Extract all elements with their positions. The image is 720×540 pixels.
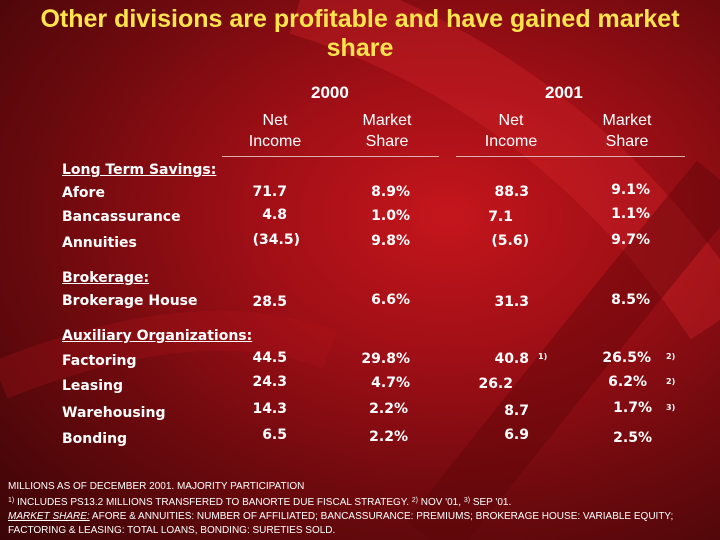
footnote-label: MARKET SHARE: <box>8 511 90 522</box>
footnotes: MILLIONS AS OF DECEMBER 2001. MAJORITY P… <box>8 480 716 538</box>
footnote-marker: 1) <box>8 497 15 504</box>
cell-ni-2001: 88.3 <box>494 184 529 200</box>
footnote-text: INCLUDES PS13.2 MILLIONS TRANSFERED TO B… <box>14 497 412 508</box>
header-divider-2001 <box>456 156 685 157</box>
row-label-bonding: Bonding <box>62 431 128 447</box>
cell-ni-2001: 6.9 <box>504 427 529 443</box>
footnote-marker: 1) <box>538 352 548 361</box>
year-2000-header: 2000 <box>311 83 349 102</box>
section-brokerage: Brokerage: <box>62 270 150 286</box>
footnote-marker: 3) <box>666 403 676 412</box>
header-line: Share <box>365 133 409 150</box>
header-line: Net <box>498 112 524 129</box>
cell-ms-2000: 9.8% <box>371 233 410 249</box>
footnote-marker: 3) <box>463 497 471 504</box>
cell-ni-2000: 6.5 <box>262 427 287 443</box>
footnote-details: 1) INCLUDES PS13.2 MILLIONS TRANSFERED T… <box>8 494 716 510</box>
cell-ni-2000: 24.3 <box>252 374 287 390</box>
cell-ms-2000: 8.9% <box>371 184 410 200</box>
cell-ms-2000: 4.7% <box>371 375 410 391</box>
market-share-2001-header: Market Share <box>572 110 682 152</box>
footnote-text: NOV '01, <box>417 497 464 508</box>
cell-ms-2001: 26.5% <box>602 350 651 366</box>
footnote-marker: 2) <box>666 377 676 386</box>
cell-ni-2000: 28.5 <box>252 294 287 310</box>
section-long-term-savings: Long Term Savings: <box>62 162 217 178</box>
header-line: Market <box>602 112 652 129</box>
cell-ms-2001: 1.7% <box>613 400 652 416</box>
cell-ms-2001: 1.1% <box>611 206 650 222</box>
row-label-afore: Afore <box>62 185 105 201</box>
net-income-2001-header: Net Income <box>456 110 566 152</box>
footnote-marker: 2) <box>411 497 418 504</box>
header-line: Income <box>248 133 302 150</box>
cell-ni-2001: (5.6) <box>491 233 529 249</box>
cell-ms-2000: 1.0% <box>371 208 410 224</box>
row-label-bancassurance: Bancassurance <box>62 209 181 225</box>
cell-ms-2000: 2.2% <box>369 401 408 417</box>
cell-ms-2001: 8.5% <box>611 292 650 308</box>
footnote-market-share: MARKET SHARE: AFORE & ANNUITIES: NUMBER … <box>8 510 716 538</box>
footnote-text: SEP '01. <box>470 497 512 508</box>
row-label-factoring: Factoring <box>62 353 137 369</box>
cell-ni-2000: 44.5 <box>252 350 287 366</box>
cell-ni-2000: 14.3 <box>252 401 287 417</box>
cell-ms-2000: 29.8% <box>361 351 410 367</box>
header-divider-2000 <box>222 156 439 157</box>
footnote-text: AFORE & ANNUITIES: NUMBER OF AFFILIATED;… <box>8 511 674 536</box>
cell-ms-2000: 2.2% <box>369 429 408 445</box>
cell-ni-2001: 26.2 <box>478 376 513 392</box>
market-share-2000-header: Market Share <box>332 110 442 152</box>
header-line: Market <box>362 112 412 129</box>
row-label-warehousing: Warehousing <box>62 405 166 421</box>
footnote-marker: 2) <box>666 352 676 361</box>
cell-ni-2001: 40.8 <box>494 351 529 367</box>
section-auxiliary: Auxiliary Organizations: <box>62 328 253 344</box>
row-label-leasing: Leasing <box>62 378 123 394</box>
header-line: Income <box>484 133 538 150</box>
row-label-brokerage-house: Brokerage House <box>62 293 198 309</box>
cell-ms-2001: 6.2% <box>608 374 647 390</box>
cell-ni-2000: 71.7 <box>252 184 287 200</box>
page-title: Other divisions are profitable and have … <box>40 5 680 62</box>
header-line: Net <box>262 112 288 129</box>
cell-ni-2000: (34.5) <box>252 232 300 248</box>
cell-ni-2001: 7.1 <box>488 209 513 225</box>
cell-ni-2000: 4.8 <box>262 207 287 223</box>
net-income-2000-header: Net Income <box>220 110 330 152</box>
header-line: Share <box>605 133 649 150</box>
year-2001-header: 2001 <box>545 83 583 102</box>
cell-ms-2000: 6.6% <box>371 292 410 308</box>
cell-ni-2001: 31.3 <box>494 294 529 310</box>
cell-ms-2001: 2.5% <box>613 430 652 446</box>
cell-ni-2001: 8.7 <box>504 403 529 419</box>
row-label-annuities: Annuities <box>62 235 137 251</box>
footnote-units: MILLIONS AS OF DECEMBER 2001. MAJORITY P… <box>8 481 305 492</box>
cell-ms-2001: 9.1% <box>611 182 650 198</box>
cell-ms-2001: 9.7% <box>611 232 650 248</box>
